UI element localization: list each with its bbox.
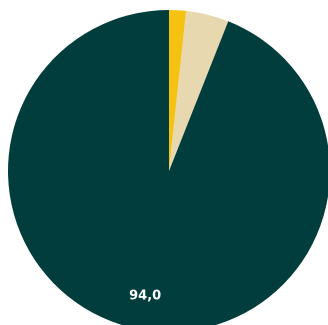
pie-slices [8,10,328,325]
pie-slice-2 [8,10,328,325]
pie-slice-0 [169,10,187,171]
pie-labels: 94,0 [129,288,161,303]
pie-slice-1 [169,10,229,172]
pie-slice-label-2: 94,0 [129,288,161,303]
